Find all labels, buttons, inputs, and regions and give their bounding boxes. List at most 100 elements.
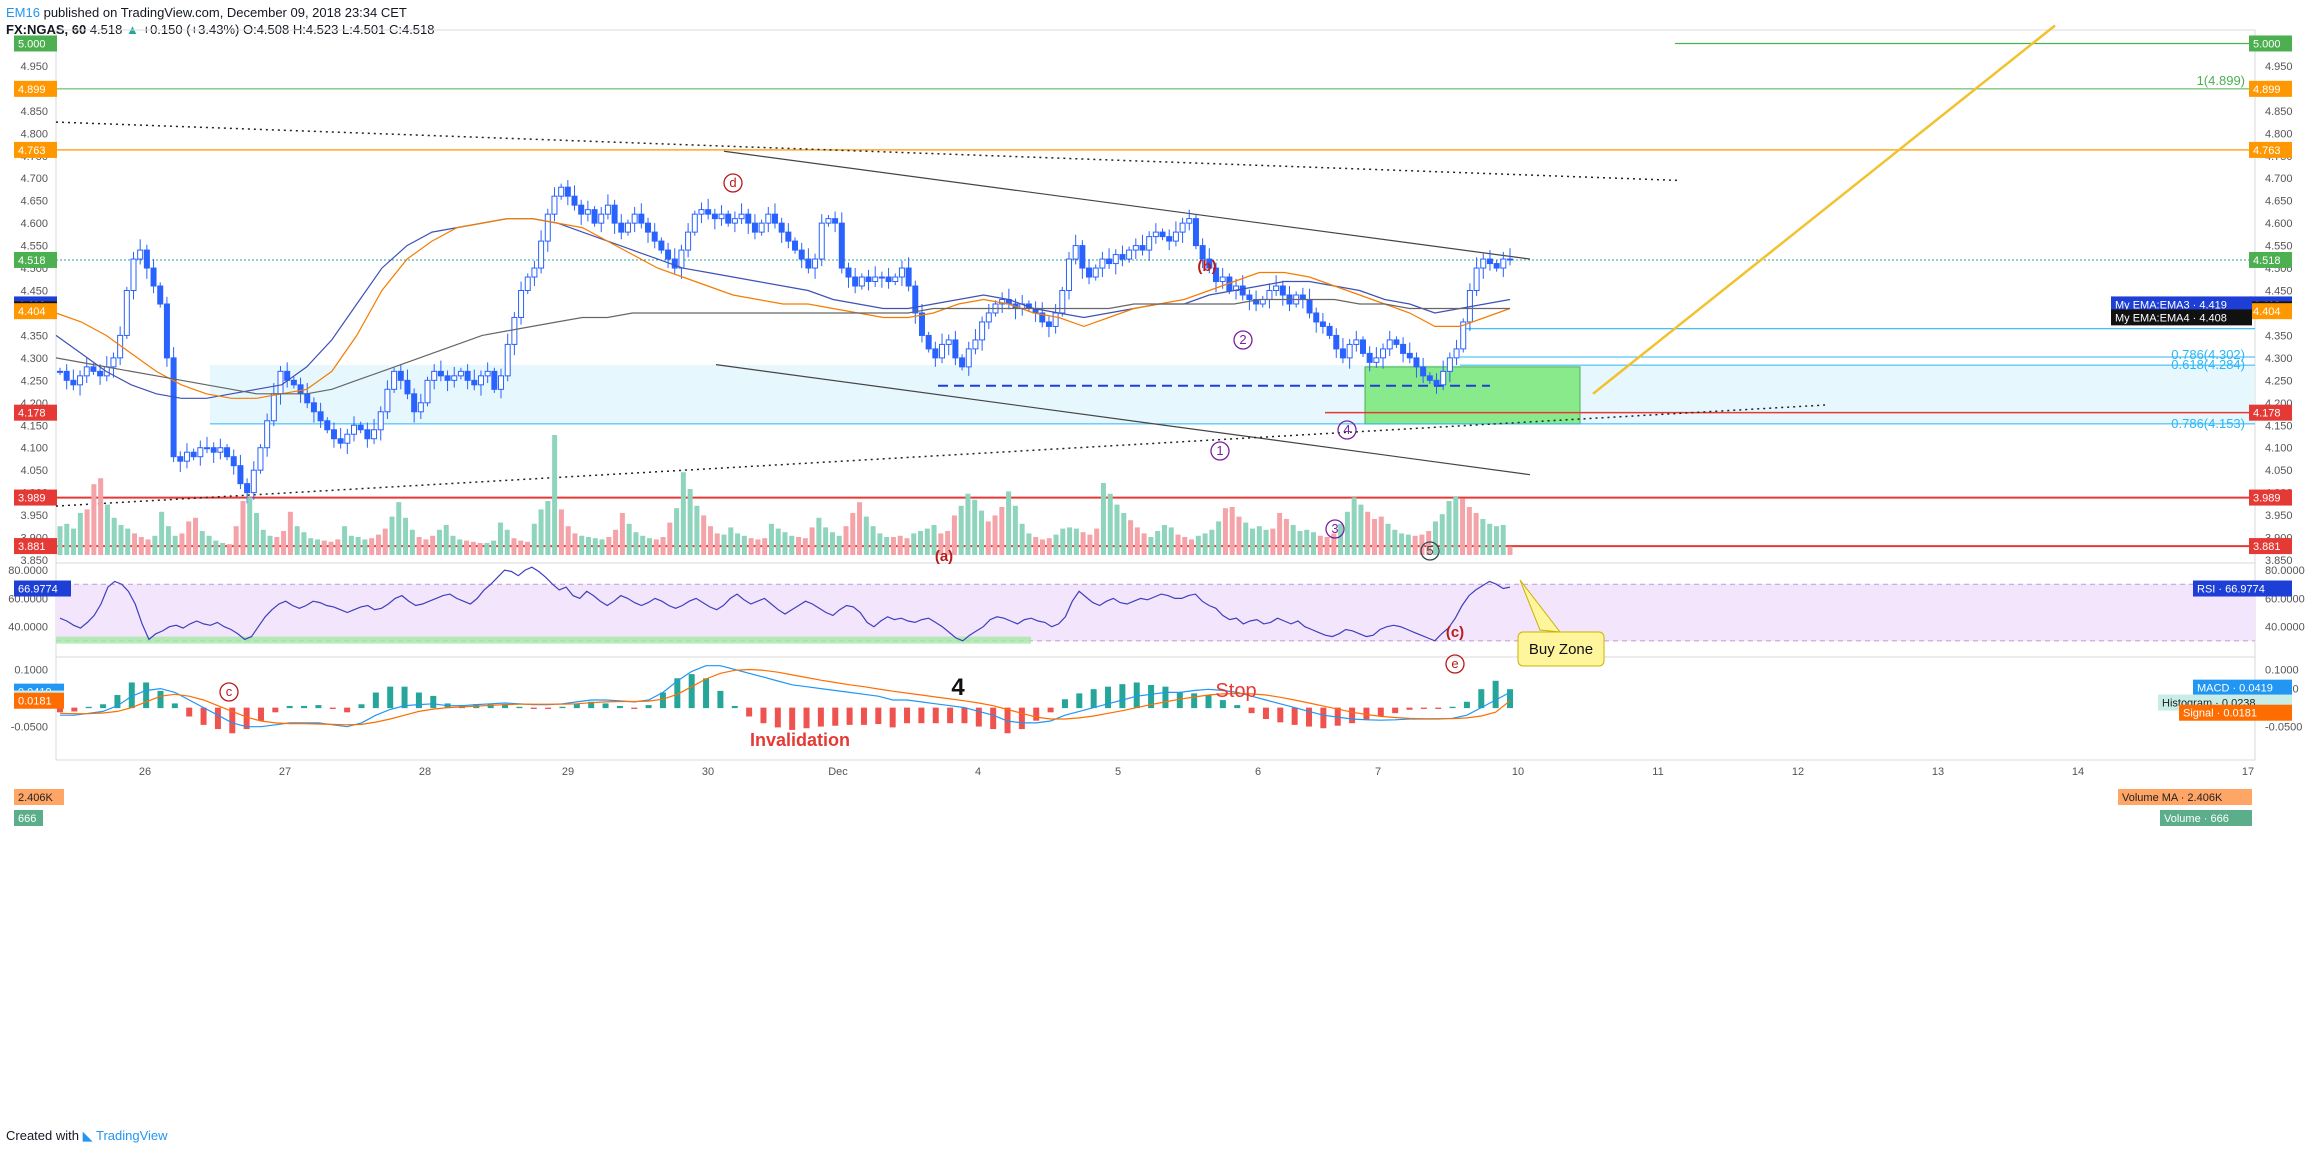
volume-bar (77, 513, 83, 555)
right-badge-bg (2249, 251, 2292, 268)
volume-bar (1094, 528, 1100, 555)
volume-bar (416, 537, 422, 555)
macd-hist-bar (688, 674, 695, 709)
volume-bar (1297, 531, 1303, 555)
volume-bar (484, 543, 490, 555)
brand-text[interactable]: TradingView (96, 1128, 168, 1143)
wave-c-paren: (c) (1446, 624, 1464, 641)
macd-hist-bar (1291, 707, 1298, 725)
candle-body (204, 447, 211, 450)
volume-legend-bg (2160, 810, 2252, 826)
signal-badge-left-bg (14, 692, 64, 709)
candle-body (257, 447, 264, 471)
candle-body (691, 213, 698, 233)
volume-bar (403, 517, 409, 555)
volume-bar (1344, 511, 1350, 555)
volume-bar (721, 534, 727, 555)
candle-body (912, 285, 919, 314)
fib-label: 1(4.899) (2197, 73, 2245, 88)
volume-bar (1426, 531, 1432, 555)
candle-body (1172, 231, 1179, 242)
macd-hist-bar (1306, 707, 1313, 727)
wave-b: (b) (1197, 258, 1216, 275)
candle-body (1259, 298, 1266, 305)
macd-hist-bar (200, 707, 207, 725)
volume-bar (138, 537, 144, 555)
candle-body (90, 366, 97, 372)
price-tick-right: 4.450 (2265, 286, 2293, 298)
left-badge: 5.000 (18, 38, 46, 50)
volume-bar (193, 517, 199, 555)
candle-body (1359, 339, 1366, 354)
candle-body (1059, 290, 1066, 314)
volume-bar (633, 532, 639, 555)
candle-body (645, 222, 652, 233)
volume-bar (1446, 501, 1452, 555)
left-badge-bg (14, 489, 57, 506)
volume-bar (294, 526, 300, 555)
macd-hist-bar (344, 707, 351, 713)
macd-hist-bar (415, 692, 422, 709)
candle-body (1092, 267, 1099, 278)
macd-hist-bar (875, 707, 882, 725)
volume-bar (57, 526, 63, 555)
candle-body (324, 420, 331, 431)
macd-hist-bar (1076, 693, 1083, 709)
candle-body (230, 456, 237, 467)
volume-bar (464, 540, 470, 555)
candle-body (1480, 258, 1487, 269)
volume-bar (1351, 497, 1357, 555)
volume-bar (525, 541, 531, 555)
candle-body (1507, 258, 1513, 261)
candle-body (518, 290, 525, 318)
candle-body (765, 213, 772, 224)
macd-hist-bar (545, 707, 552, 709)
right-badge-bg (2249, 80, 2292, 97)
macd-hist-bar (1377, 707, 1384, 717)
volume-bar (1202, 533, 1208, 555)
candle-body (671, 258, 678, 269)
macd-hist-bar (717, 690, 724, 709)
macd-hist-bar (760, 707, 767, 724)
volume-bar (375, 534, 381, 555)
author-link[interactable]: EM16 (6, 5, 40, 20)
candle-body (945, 339, 952, 345)
candle-body (63, 370, 70, 381)
volume-bar (667, 522, 673, 555)
candle-body (1313, 312, 1320, 323)
volume-bar (1500, 525, 1506, 555)
candle-body (77, 375, 84, 386)
volume-bar (423, 539, 429, 555)
volume-bar (1487, 523, 1493, 555)
volume-bar (707, 526, 713, 555)
candle-body (1039, 312, 1046, 323)
ema5-line (55, 298, 1510, 395)
candle-body (758, 222, 765, 233)
volume-bar (958, 505, 964, 555)
volume-bar (1168, 527, 1174, 555)
left-badge: 3.989 (18, 493, 46, 505)
candle-body (685, 231, 692, 251)
volume-bar (125, 528, 131, 555)
candle-body (163, 303, 170, 359)
candle-body (197, 447, 204, 458)
candle-body (1186, 218, 1193, 224)
price-tick-right: 4.600 (2265, 218, 2293, 230)
volume-bar (1412, 535, 1418, 555)
volume-bar (84, 509, 90, 555)
left-badge: 4.404 (18, 306, 46, 318)
volume-bar (1033, 537, 1039, 555)
price-tick-left: 4.450 (20, 286, 48, 298)
ema3-line (55, 218, 1511, 399)
volume-bar (748, 538, 754, 555)
candle-body (1339, 348, 1346, 359)
candle-body (1380, 348, 1387, 359)
x-tick-label: 17 (2242, 766, 2254, 778)
wave-4-circle (1337, 420, 1357, 440)
volume-bar (1432, 521, 1438, 555)
candle-body (972, 339, 979, 350)
candle-body (792, 240, 799, 251)
volume-bar (850, 513, 856, 555)
candle-body (932, 348, 939, 359)
